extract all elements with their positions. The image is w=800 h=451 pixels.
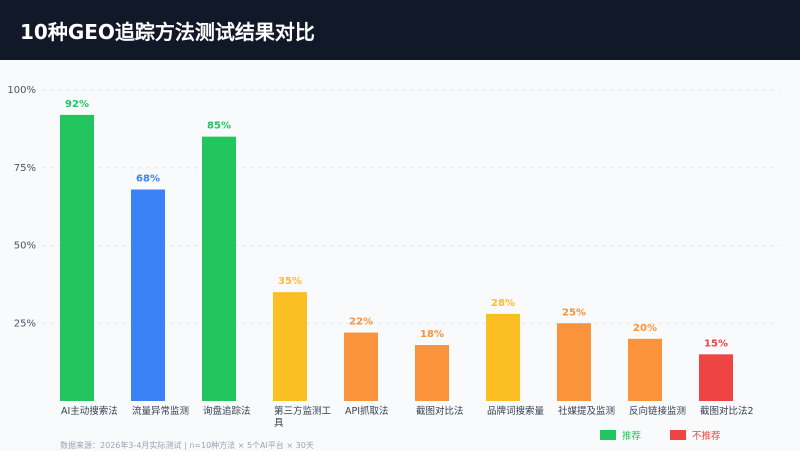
- x-tick-label: 品牌词搜索量: [487, 406, 545, 417]
- legend-item: 推荐: [600, 428, 641, 442]
- x-tick-label: 第三方监测工具: [274, 406, 332, 429]
- y-tick-label: 25%: [14, 318, 36, 329]
- legend-label: 推荐: [622, 431, 642, 442]
- value-label: 68%: [136, 174, 160, 185]
- legend-item: 不推荐: [670, 428, 721, 442]
- value-label: 35%: [278, 276, 302, 287]
- footnote: 数据来源：2026年3-4月实际测试 | n=10种方法 × 5个AI平台 × …: [60, 441, 314, 450]
- bar: [202, 136, 236, 401]
- bar: [557, 323, 591, 401]
- legend-label: 不推荐: [692, 431, 721, 442]
- value-label: 28%: [491, 298, 515, 309]
- x-tick-label: 流量异常监测: [132, 406, 190, 417]
- y-tick-label: 100%: [7, 85, 36, 96]
- value-label: 92%: [65, 99, 89, 110]
- value-label: 15%: [704, 338, 728, 349]
- chart-title: 10种GEO追踪方法测试结果对比: [20, 20, 315, 44]
- y-tick-label: 75%: [14, 163, 36, 174]
- bar: [344, 332, 378, 401]
- bar: [131, 189, 165, 401]
- x-tick-label: 截图对比法2: [700, 406, 754, 417]
- value-label: 18%: [420, 329, 444, 340]
- bar: [273, 292, 307, 401]
- header: 10种GEO追踪方法测试结果对比: [0, 0, 800, 60]
- bar: [699, 354, 733, 401]
- legend-swatch: [670, 430, 686, 440]
- value-label: 25%: [562, 307, 586, 318]
- bar: [486, 313, 520, 401]
- x-tick-label: AI主动搜索法: [61, 406, 118, 417]
- bar: [415, 345, 449, 401]
- x-tick-label: API抓取法: [345, 406, 389, 417]
- y-tick-label: 50%: [14, 241, 36, 252]
- x-tick-label: 询盘追踪法: [203, 406, 251, 417]
- bar: [628, 338, 662, 401]
- x-tick-label: 截图对比法: [416, 406, 464, 417]
- x-tick-label: 反向链接监测: [629, 406, 687, 417]
- value-label: 20%: [633, 323, 657, 334]
- legend-swatch: [600, 430, 616, 440]
- value-label: 85%: [207, 121, 231, 132]
- bar: [60, 114, 94, 401]
- value-label: 22%: [349, 317, 373, 328]
- chart: 25% 50% 75% 100% 92% 68% 85% 35% 22% 18% 28% 25% 20%…: [7, 85, 780, 401]
- x-tick-label: 社媒提及监测: [558, 406, 616, 417]
